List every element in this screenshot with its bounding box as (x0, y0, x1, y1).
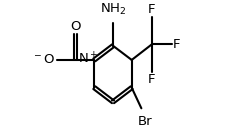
Text: F: F (147, 3, 155, 16)
Text: F: F (147, 73, 155, 86)
Text: $^-$O: $^-$O (32, 53, 55, 66)
Text: N$^+$: N$^+$ (77, 51, 98, 66)
Text: O: O (70, 20, 81, 33)
Text: Br: Br (137, 115, 152, 128)
Text: F: F (172, 38, 180, 51)
Text: NH$_2$: NH$_2$ (99, 2, 126, 17)
